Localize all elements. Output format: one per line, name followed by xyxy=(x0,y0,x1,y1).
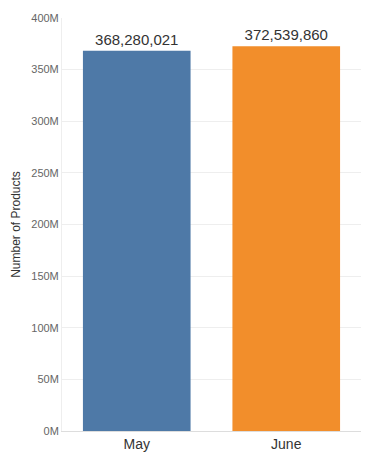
svg-text:100M: 100M xyxy=(31,322,59,334)
svg-text:250M: 250M xyxy=(31,167,59,179)
svg-text:May: May xyxy=(124,436,150,452)
svg-text:350M: 350M xyxy=(31,63,59,75)
svg-text:150M: 150M xyxy=(31,270,59,282)
svg-text:50M: 50M xyxy=(37,373,58,385)
svg-text:200M: 200M xyxy=(31,218,59,230)
svg-text:372,539,860: 372,539,860 xyxy=(245,26,328,43)
svg-text:Number of Products: Number of Products xyxy=(9,171,23,278)
svg-text:368,280,021: 368,280,021 xyxy=(95,31,178,48)
svg-text:0M: 0M xyxy=(44,425,59,437)
svg-text:400M: 400M xyxy=(31,12,59,24)
svg-text:300M: 300M xyxy=(31,115,59,127)
svg-text:June: June xyxy=(271,436,302,452)
